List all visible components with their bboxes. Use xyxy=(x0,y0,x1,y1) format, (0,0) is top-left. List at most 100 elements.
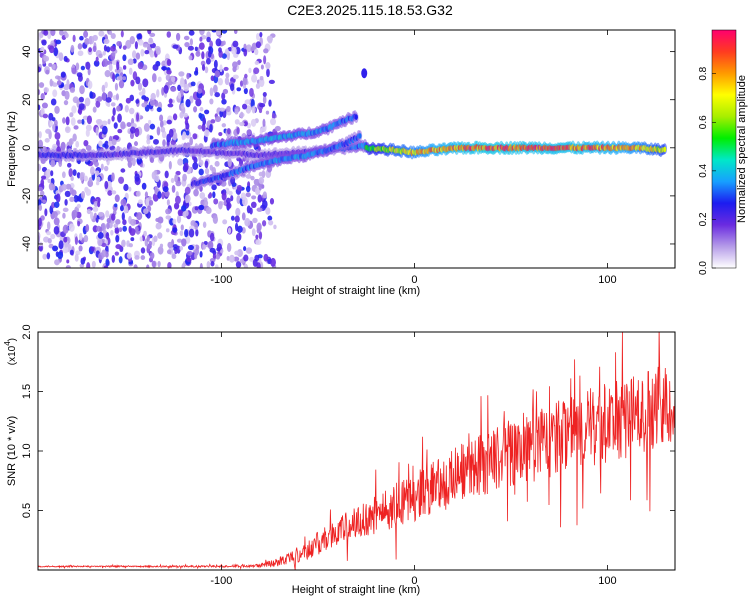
noise-speck xyxy=(136,33,142,40)
noise-speck xyxy=(157,191,162,199)
noise-speck xyxy=(149,252,155,260)
noise-speck xyxy=(44,208,48,217)
noise-speck xyxy=(258,177,265,185)
noise-speck xyxy=(212,214,218,224)
noise-speck xyxy=(270,257,276,267)
noise-speck xyxy=(98,140,103,147)
noise-speck xyxy=(211,184,217,191)
noise-speck xyxy=(172,218,177,225)
noise-speck xyxy=(132,58,137,64)
noise-speck xyxy=(38,204,43,212)
noise-speck xyxy=(133,264,138,268)
noise-speck xyxy=(112,107,116,116)
noise-speck xyxy=(137,199,143,205)
noise-speck xyxy=(241,103,248,110)
noise-speck xyxy=(258,171,264,177)
noise-speck xyxy=(210,75,215,82)
noise-speck xyxy=(194,70,199,76)
noise-speck xyxy=(205,58,211,65)
noise-speck xyxy=(250,118,257,127)
noise-speck xyxy=(53,225,60,235)
noise-speck xyxy=(134,255,140,260)
noise-speck xyxy=(63,236,68,243)
noise-speck xyxy=(84,97,91,107)
noise-speck xyxy=(239,111,244,119)
noise-speck xyxy=(154,100,159,107)
colorbar-frame xyxy=(711,29,737,269)
noise-speck xyxy=(72,133,77,142)
noise-speck xyxy=(155,222,162,230)
noise-speck xyxy=(65,183,72,190)
noise-speck xyxy=(256,207,263,212)
noise-speck xyxy=(143,96,150,102)
noise-speck xyxy=(126,122,132,127)
noise-speck xyxy=(171,76,176,83)
noise-speck xyxy=(229,83,235,92)
noise-speck xyxy=(166,58,172,67)
noise-speck xyxy=(210,260,215,267)
noise-speck xyxy=(121,212,125,221)
noise-speck xyxy=(47,178,52,184)
noise-speck xyxy=(80,65,86,71)
noise-speck xyxy=(74,253,79,262)
colorbar xyxy=(712,30,736,268)
noise-speck xyxy=(161,191,165,200)
noise-speck xyxy=(52,123,56,132)
noise-speck xyxy=(89,166,95,176)
noise-speck xyxy=(236,232,242,242)
noise-speck xyxy=(248,67,252,74)
top-y-tick-label: 40 xyxy=(21,46,33,58)
noise-speck xyxy=(268,99,272,107)
top-y-tick-label: 0 xyxy=(21,145,33,151)
noise-speck xyxy=(38,186,44,192)
noise-speck xyxy=(236,127,240,135)
noise-speck xyxy=(148,199,154,206)
noise-speck xyxy=(193,189,199,197)
noise-speck xyxy=(43,87,49,93)
noise-speck xyxy=(75,62,80,71)
noise-speck xyxy=(243,43,247,50)
noise-speck xyxy=(42,253,48,260)
noise-speck xyxy=(165,208,172,215)
noise-speck xyxy=(164,190,170,197)
noise-speck xyxy=(236,87,242,92)
noise-speck xyxy=(263,253,269,262)
noise-speck xyxy=(135,52,141,60)
noise-speck xyxy=(156,89,160,98)
noise-speck xyxy=(81,118,85,125)
noise-speck xyxy=(94,170,100,176)
noise-speck xyxy=(172,227,178,233)
noise-speck xyxy=(116,40,122,47)
noise-speck xyxy=(237,225,243,233)
noise-speck xyxy=(245,192,251,198)
noise-speck xyxy=(250,201,257,209)
noise-speck xyxy=(168,128,174,138)
noise-speck xyxy=(172,44,179,49)
noise-speck xyxy=(80,190,86,199)
noise-speck xyxy=(85,61,91,70)
noise-speck xyxy=(46,221,51,231)
noise-speck xyxy=(40,190,45,197)
spectrogram-heatmap xyxy=(38,30,667,268)
noise-speck xyxy=(94,161,99,167)
noise-speck xyxy=(194,222,199,231)
noise-speck xyxy=(45,128,52,134)
noise-speck xyxy=(250,175,255,181)
noise-speck xyxy=(116,61,120,71)
noise-speck xyxy=(234,108,239,115)
noise-speck xyxy=(195,50,201,57)
noise-speck xyxy=(128,186,132,192)
noise-speck xyxy=(77,220,81,227)
bottom-y-tick-label: 1.0 xyxy=(21,443,33,458)
noise-speck xyxy=(57,251,64,260)
noise-speck xyxy=(184,42,190,48)
noise-speck xyxy=(91,260,96,268)
noise-speck xyxy=(226,105,231,113)
noise-speck xyxy=(232,40,239,48)
noise-speck xyxy=(203,240,208,246)
noise-speck xyxy=(151,260,156,268)
noise-speck xyxy=(215,30,221,36)
noise-speck xyxy=(163,84,169,94)
noise-speck xyxy=(186,130,190,136)
noise-speck xyxy=(236,195,241,204)
